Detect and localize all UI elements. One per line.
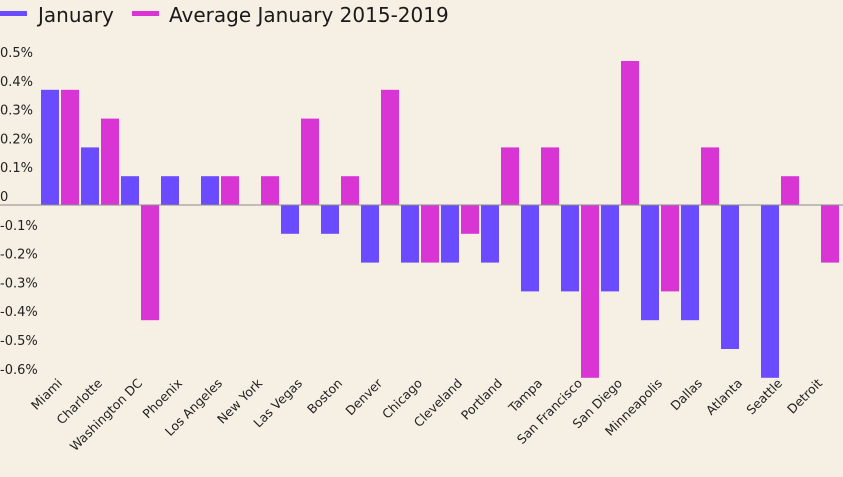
bar-average-minneapolis <box>661 205 679 292</box>
bar-january-dallas <box>681 205 699 321</box>
y-tick-label: 0.4% <box>0 75 33 90</box>
bar-january-miami <box>41 89 59 205</box>
bar-january-san-diego <box>601 205 619 292</box>
x-tick-label: Portland <box>458 376 505 423</box>
bar-average-boston <box>341 176 359 205</box>
x-tick-label: Miami <box>28 376 65 413</box>
bar-average-denver <box>381 89 399 205</box>
bar-average-washington-dc <box>141 205 159 321</box>
bar-average-miami <box>61 89 79 205</box>
bar-january-seattle <box>761 205 779 378</box>
bar-january-minneapolis <box>641 205 659 321</box>
bar-average-chicago <box>421 205 439 263</box>
bar-average-charlotte <box>101 118 119 205</box>
y-tick-label: -0.3% <box>0 276 38 291</box>
bar-january-cleveland <box>441 205 459 263</box>
y-tick-label: -0.5% <box>0 334 38 349</box>
bar-average-new-york <box>261 176 279 205</box>
bar-average-tampa <box>541 147 559 205</box>
bar-january-chicago <box>401 205 419 263</box>
y-tick-label: -0.2% <box>0 248 38 263</box>
bar-average-portland <box>501 147 519 205</box>
bar-average-san-diego <box>621 61 639 205</box>
bar-january-portland <box>481 205 499 263</box>
y-tick-label: 0 <box>0 190 8 205</box>
x-tick-label: Washington DC <box>67 375 146 454</box>
legend-swatch-average <box>132 11 159 16</box>
y-tick-label: 0.3% <box>0 104 33 119</box>
bar-average-las-vegas <box>301 118 319 205</box>
bar-january-phoenix <box>161 176 179 205</box>
bar-january-las-vegas <box>281 205 299 234</box>
x-tick-label: Dallas <box>667 376 705 414</box>
bar-average-detroit <box>821 205 839 263</box>
bar-january-washington-dc <box>121 176 139 205</box>
bar-average-dallas <box>701 147 719 205</box>
bar-january-atlanta <box>721 205 739 349</box>
y-tick-label: 0.2% <box>0 132 33 147</box>
bar-january-los-angeles <box>201 176 219 205</box>
bar-january-charlotte <box>81 147 99 205</box>
y-tick-label: 0.1% <box>0 161 33 176</box>
x-tick-label: Detroit <box>784 375 825 416</box>
bar-average-cleveland <box>461 205 479 234</box>
x-tick-label: Boston <box>304 376 345 417</box>
bar-average-san-francisco <box>581 205 599 378</box>
bar-january-tampa <box>521 205 539 292</box>
legend: January Average January 2015-2019 <box>0 3 449 27</box>
legend-label-average: Average January 2015-2019 <box>169 3 449 27</box>
legend-swatch-january <box>0 11 27 16</box>
y-tick-label: -0.4% <box>0 305 38 320</box>
x-tick-label: Atlanta <box>703 376 745 418</box>
x-tick-label: Seattle <box>743 375 785 417</box>
y-tick-label: 0.5% <box>0 46 33 61</box>
legend-label-january: January <box>36 3 114 27</box>
y-tick-label: -0.6% <box>0 363 38 378</box>
bar-average-los-angeles <box>221 176 239 205</box>
bar-average-seattle <box>781 176 799 205</box>
bar-january-san-francisco <box>561 205 579 292</box>
bar-january-denver <box>361 205 379 263</box>
bar-january-boston <box>321 205 339 234</box>
y-tick-label: -0.1% <box>0 219 38 234</box>
